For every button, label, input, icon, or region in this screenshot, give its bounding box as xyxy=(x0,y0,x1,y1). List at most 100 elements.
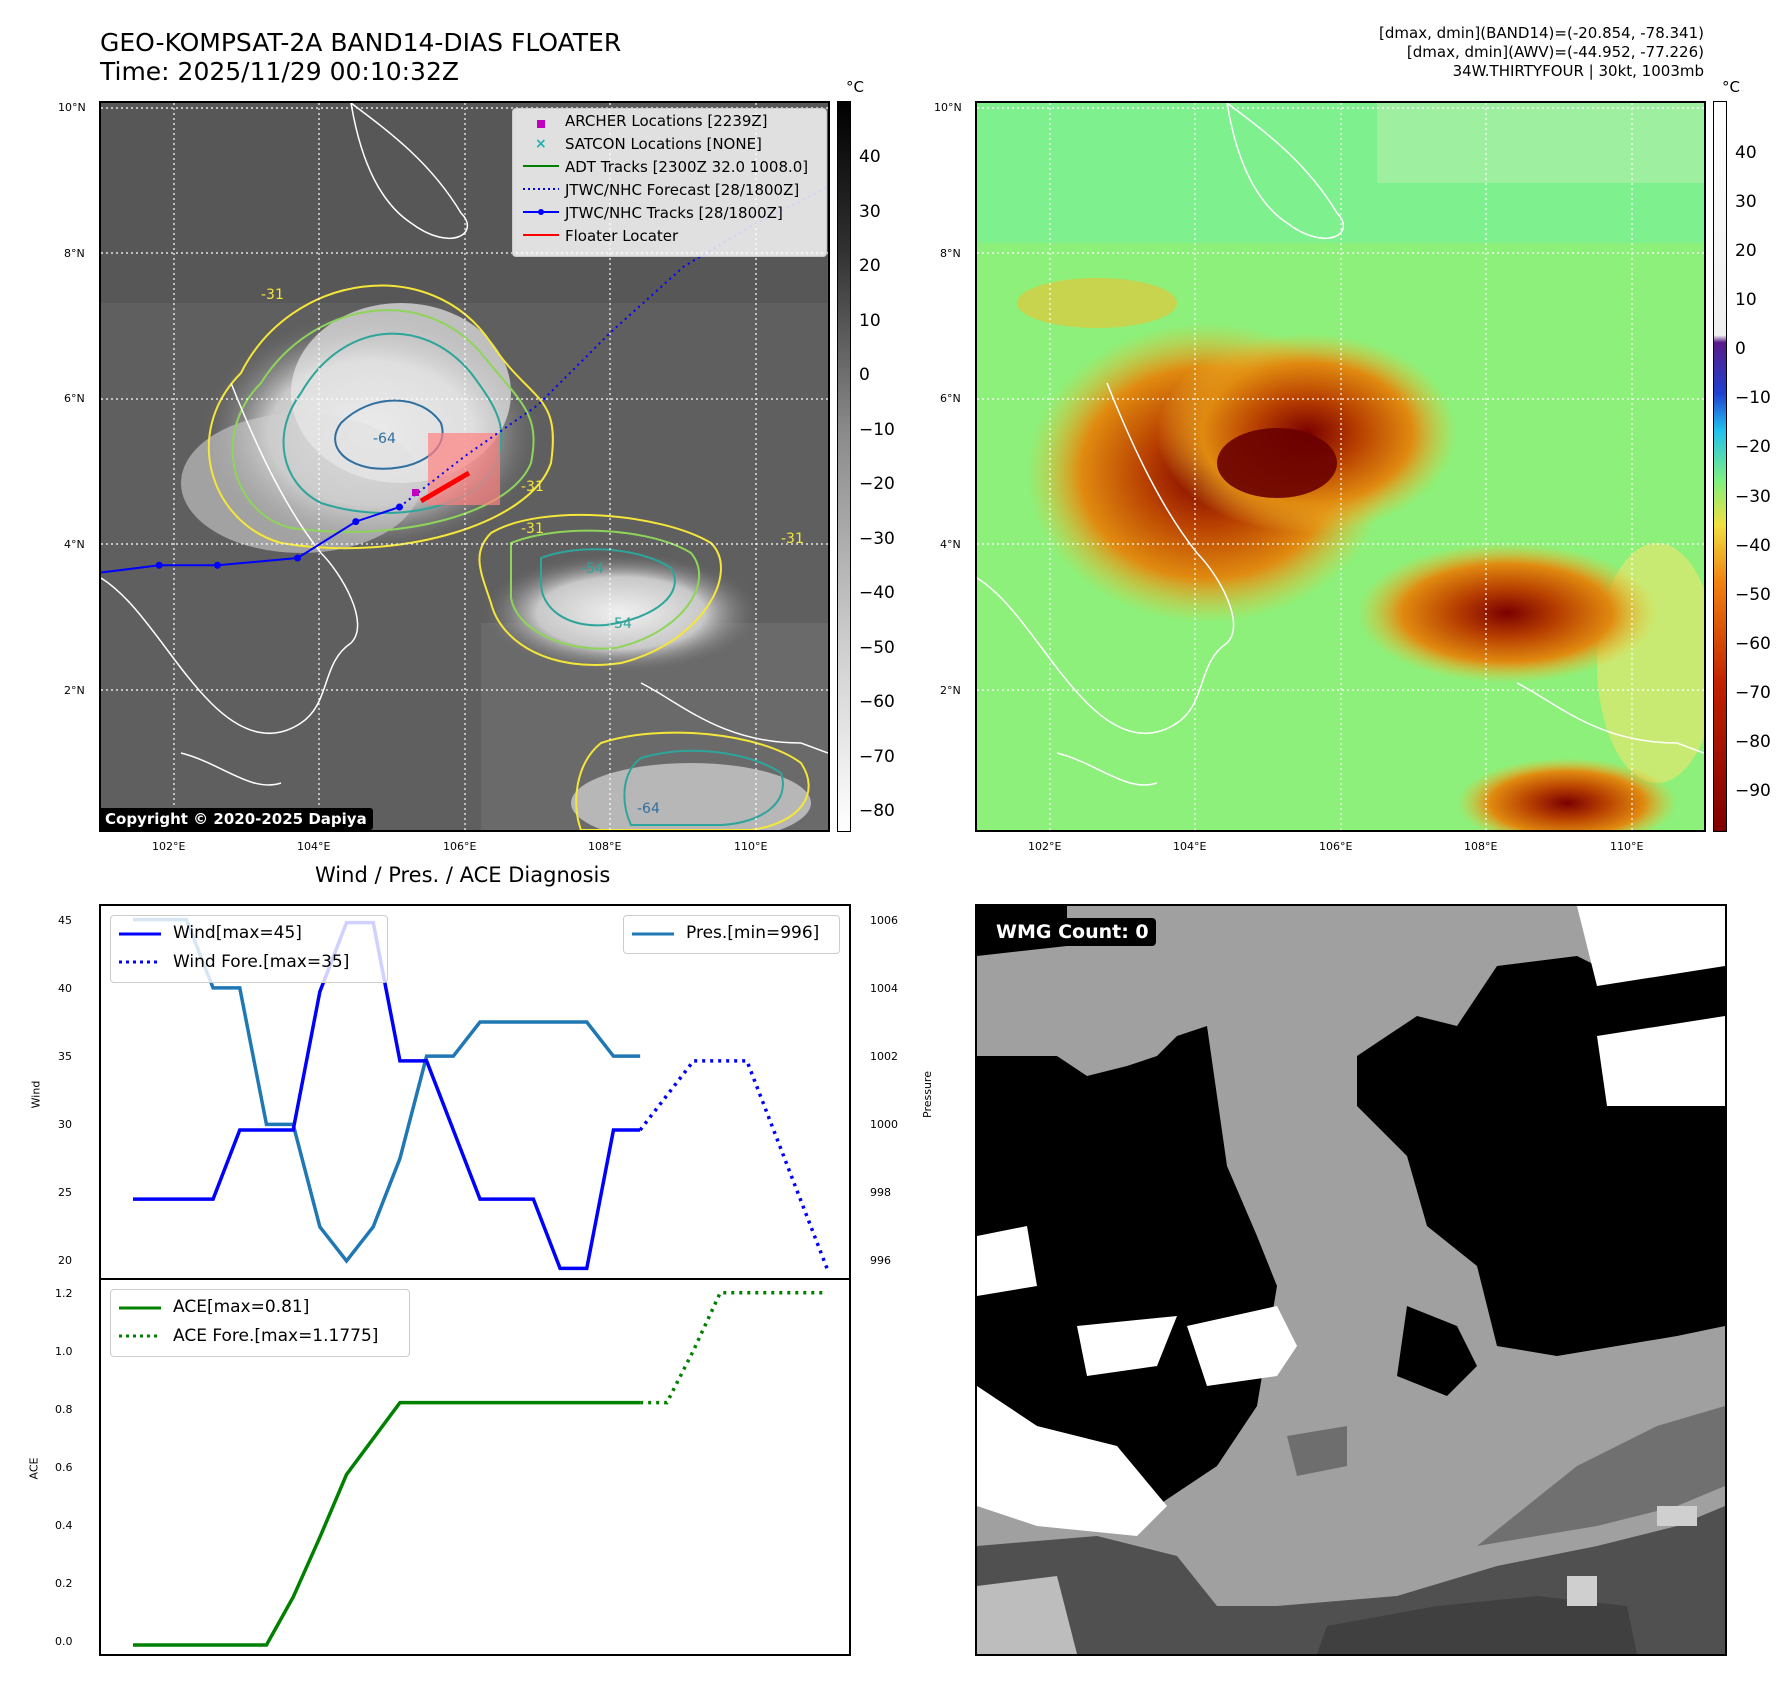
colorbar-tick: 10 xyxy=(1735,290,1757,311)
ace-tick: 0.0 xyxy=(55,1635,73,1648)
ace-tick: 0.6 xyxy=(55,1461,73,1474)
ace-tick: 1.2 xyxy=(55,1287,73,1300)
colorbar-tick: −30 xyxy=(859,528,895,549)
ir-legend: × ARCHER Locations [2239Z] SATCON Locati… xyxy=(512,108,827,257)
wmg-image xyxy=(977,906,1725,1654)
colorbar-tick: 10 xyxy=(859,310,881,331)
lat-tick: 4°N xyxy=(64,538,85,551)
colorbar-tick: −10 xyxy=(1735,388,1771,409)
wind-pressure-plot xyxy=(133,917,829,1271)
pressure-tick: 998 xyxy=(870,1186,891,1199)
contour-label: -31 xyxy=(261,287,284,303)
series-line xyxy=(638,1059,829,1269)
svg-text:×: × xyxy=(535,136,547,152)
lon-tick: 106°E xyxy=(443,840,477,853)
lat-tick: 6°N xyxy=(64,392,85,405)
ace-panel: ACE[max=0.81] ACE Fore.[max=1.1775] xyxy=(99,1278,851,1656)
legend-wind: Wind[max=45] xyxy=(173,923,302,943)
contour-label: -31 xyxy=(521,521,544,537)
legend-archer: ARCHER Locations [2239Z] xyxy=(565,112,768,130)
legend-adt: ADT Tracks [2300Z 32.0 1008.0] xyxy=(565,158,809,176)
contour-label: -64 xyxy=(637,801,660,817)
colorbar-tick: −70 xyxy=(859,746,895,767)
lon-tick: 106°E xyxy=(1319,840,1353,853)
colorbar-tick: 40 xyxy=(1735,143,1757,163)
colorbar-tick: 0 xyxy=(859,365,870,385)
pres-legend: Pres.[min=996] xyxy=(623,915,840,954)
awv-colorbar-unit: °C xyxy=(1722,78,1740,96)
pressure-tick: 1000 xyxy=(870,1118,898,1131)
wind-tick: 40 xyxy=(58,982,72,995)
awv-range: [dmax, dmin](AWV)=(-44.952, -77.226) xyxy=(1406,43,1704,61)
lat-tick: 8°N xyxy=(64,247,85,260)
series-line xyxy=(133,920,641,1271)
colorbar-tick: 20 xyxy=(859,256,881,276)
ace-axis-label: ACE xyxy=(27,1457,41,1480)
legend-floater: Floater Locater xyxy=(565,227,679,245)
lon-tick: 108°E xyxy=(588,840,622,853)
colorbar-tick: −90 xyxy=(1735,781,1771,801)
colorbar-tick: 30 xyxy=(1735,192,1757,213)
colorbar-tick: −40 xyxy=(1735,535,1771,556)
track-point xyxy=(155,561,163,569)
lat-tick: 6°N xyxy=(940,392,961,405)
ace-legend-markers xyxy=(119,1306,161,1338)
ir-colorbar-unit: °C xyxy=(846,78,864,96)
colorbar-tick: −50 xyxy=(859,637,895,658)
colorbar-tick: −50 xyxy=(1735,584,1771,605)
floater-locator-line xyxy=(419,470,471,504)
lon-tick: 104°E xyxy=(297,840,331,853)
track-point xyxy=(213,561,221,569)
pres-legend-marker xyxy=(632,932,674,936)
band14-range: [dmax, dmin](BAND14)=(-20.854, -78.341) xyxy=(1379,24,1704,42)
lat-tick: 2°N xyxy=(64,684,85,697)
colorbar-tick: 20 xyxy=(1735,241,1757,262)
awv-map-image xyxy=(977,103,1704,830)
pressure-tick: 1006 xyxy=(870,914,898,927)
pressure-tick: 1002 xyxy=(870,1050,898,1063)
lon-tick: 102°E xyxy=(1028,840,1062,853)
awv-gridlines xyxy=(977,103,1704,830)
awv-map-panel xyxy=(975,101,1706,832)
wind-tick: 35 xyxy=(58,1050,72,1063)
legend-ace-fore: ACE Fore.[max=1.1775] xyxy=(173,1326,379,1346)
contour-label: -31 xyxy=(781,531,804,547)
legend-jtwc-forecast: JTWC/NHC Forecast [28/1800Z] xyxy=(565,181,800,199)
colorbar-tick: −30 xyxy=(1735,486,1771,507)
chart-title: GEO-KOMPSAT-2A BAND14-DIAS FLOATER xyxy=(100,28,622,57)
legend-wind-fore: Wind Fore.[max=35] xyxy=(173,952,350,972)
wind-tick: 20 xyxy=(58,1254,72,1267)
legend-satcon: SATCON Locations [NONE] xyxy=(565,135,762,153)
floater-locator-box xyxy=(428,433,500,505)
ace-tick: 0.2 xyxy=(55,1577,73,1590)
ir-colorbar xyxy=(837,101,851,832)
lat-tick: 8°N xyxy=(940,247,961,260)
lat-tick: 4°N xyxy=(940,538,961,551)
colorbar-tick: 40 xyxy=(859,147,881,167)
track-point xyxy=(352,518,360,526)
wind-tick: 30 xyxy=(58,1118,72,1131)
colorbar-tick: −80 xyxy=(859,801,895,821)
colorbar-tick: −20 xyxy=(859,474,895,494)
ir-map-panel: -31 -54 -64 -31 -31 -54 -64 -31 × ARCHER… xyxy=(99,101,830,832)
ace-legend: ACE[max=0.81] ACE Fore.[max=1.1775] xyxy=(110,1289,410,1357)
ace-plot xyxy=(133,1290,827,1647)
ir-legend-markers: × xyxy=(523,120,559,236)
colorbar-tick: −60 xyxy=(859,692,895,712)
lon-tick: 102°E xyxy=(152,840,186,853)
jtwc-track-line xyxy=(101,506,400,574)
lon-tick: 110°E xyxy=(1610,840,1644,853)
copyright-label: Copyright © 2020-2025 Dapiya xyxy=(101,808,373,830)
wind-tick: 45 xyxy=(58,914,72,927)
legend-pres: Pres.[min=996] xyxy=(686,923,820,943)
contour-label: -31 xyxy=(521,479,544,495)
diagnosis-title: Wind / Pres. / ACE Diagnosis xyxy=(315,863,611,887)
wind-legend: Wind[max=45] Wind Fore.[max=35] xyxy=(110,915,388,983)
wmg-count-label: WMG Count: 0 xyxy=(989,918,1156,946)
colorbar-tick: −70 xyxy=(1735,682,1771,703)
colorbar-tick: −20 xyxy=(1735,437,1771,458)
lon-tick: 110°E xyxy=(734,840,768,853)
wind-pressure-panel: Wind[max=45] Wind Fore.[max=35] Pres.[mi… xyxy=(99,904,851,1280)
pressure-axis-label: Pressure xyxy=(920,1071,934,1118)
storm-info: 34W.THIRTYFOUR | 30kt, 1003mb xyxy=(1452,62,1704,80)
